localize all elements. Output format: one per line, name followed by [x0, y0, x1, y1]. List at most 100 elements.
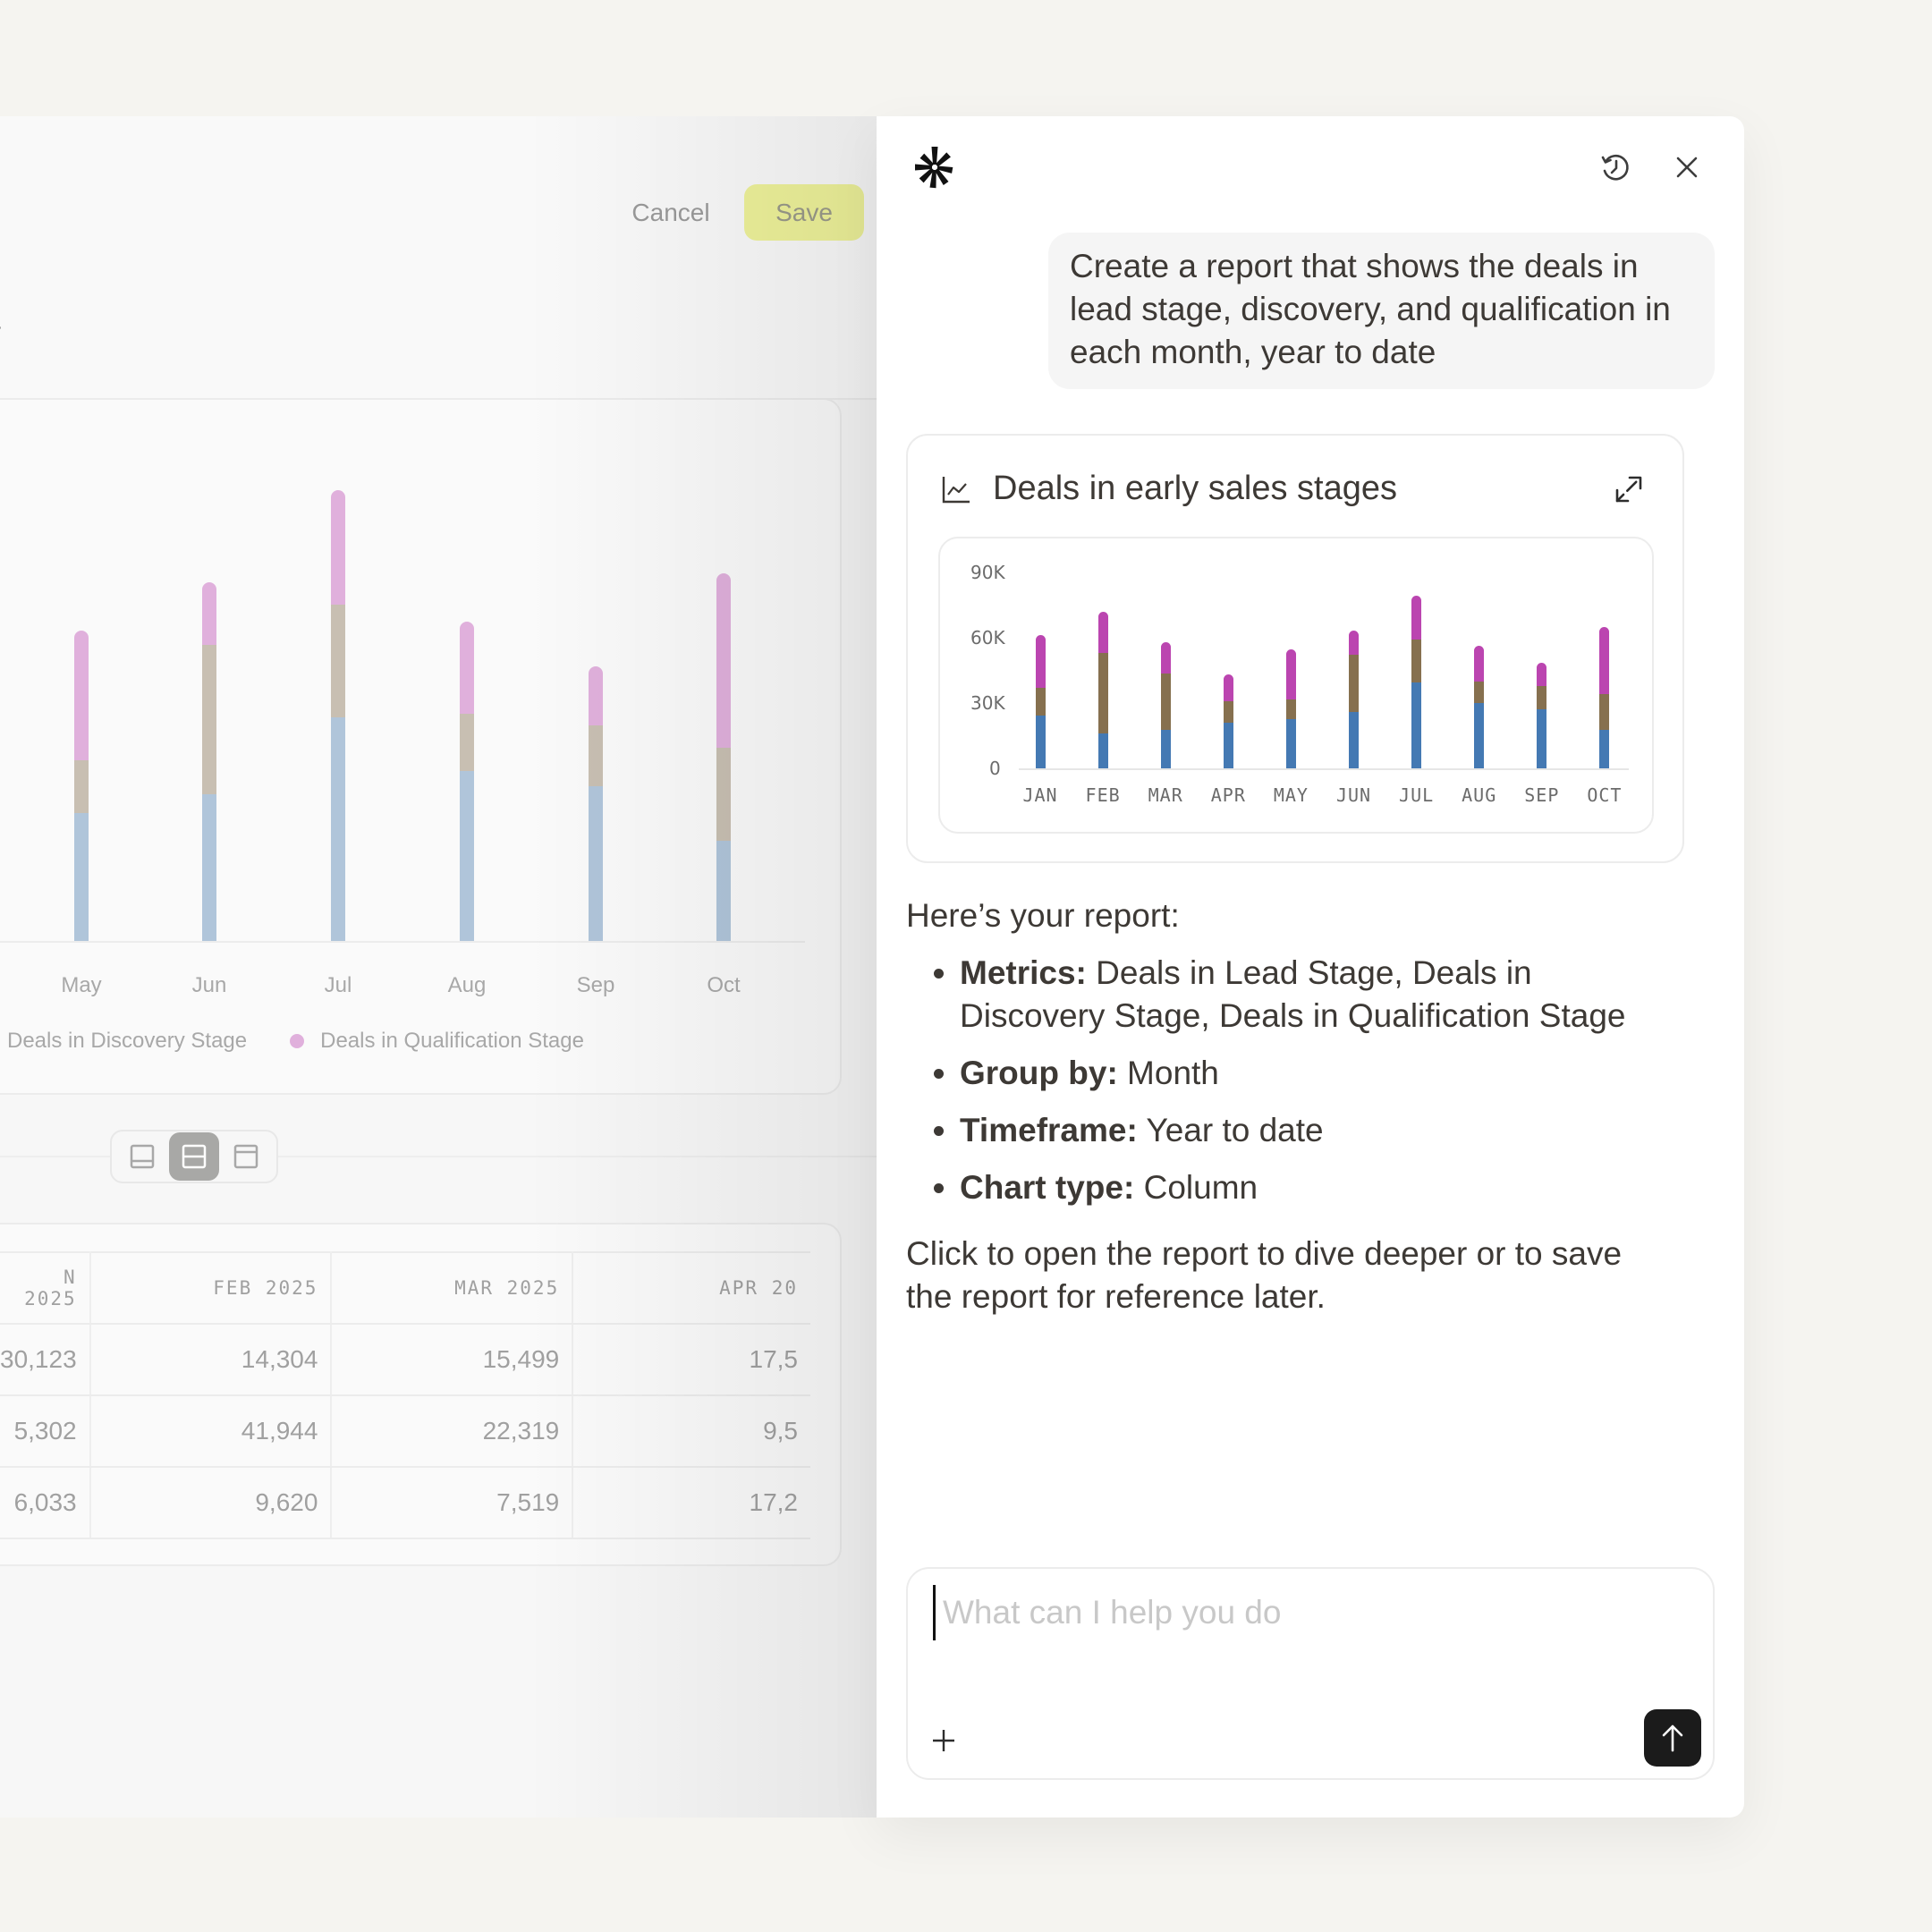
- x-axis-tick: SEP: [1524, 784, 1560, 806]
- bar-segment: [74, 813, 89, 941]
- y-axis-tick: 60K: [970, 627, 1005, 648]
- column-header[interactable]: MAR 2025: [331, 1251, 574, 1325]
- bar-segment: [331, 605, 345, 717]
- bar-segment: [1599, 694, 1610, 731]
- response-closing: Click to open the report to dive deeper …: [906, 1235, 1623, 1315]
- x-axis-tick: Oct: [707, 973, 741, 997]
- column-header[interactable]: N 2025: [0, 1251, 91, 1325]
- item-label: Group by:: [960, 1055, 1118, 1091]
- stacked-bar[interactable]: [1035, 635, 1046, 768]
- bar-segment: [460, 771, 474, 941]
- y-axis-tick: 30K: [970, 692, 1005, 714]
- stacked-bar[interactable]: [1160, 642, 1171, 768]
- background-stacked-bar: [460, 622, 474, 941]
- editor-header: Cancel Save r: [0, 116, 877, 400]
- x-axis-tick: JAN: [1022, 784, 1058, 806]
- x-axis-tick: Sep: [576, 973, 615, 997]
- layout-split-icon: [182, 1144, 207, 1169]
- stacked-bar[interactable]: [1285, 649, 1296, 768]
- column-header[interactable]: APR 20: [572, 1251, 810, 1325]
- table-cell: 30,123: [0, 1324, 91, 1396]
- table-cell: 7,519: [331, 1467, 574, 1539]
- bar-segment: [716, 747, 731, 842]
- history-button[interactable]: [1594, 146, 1637, 189]
- layout-split-button[interactable]: [169, 1132, 219, 1181]
- bar-segment: [589, 786, 603, 941]
- item-value: Month: [1117, 1055, 1219, 1091]
- legend-dot-qualification: [290, 1034, 305, 1048]
- chart-baseline: [0, 941, 805, 943]
- item-label: Timeframe:: [960, 1112, 1138, 1148]
- bar-segment: [1474, 646, 1485, 682]
- stacked-bar[interactable]: [1411, 595, 1422, 768]
- add-attachment-button[interactable]: [924, 1721, 963, 1760]
- background-stacked-bar: [74, 631, 89, 941]
- line-chart-icon: [942, 477, 970, 504]
- x-axis-tick: Aug: [447, 973, 487, 997]
- item-label: Chart type:: [960, 1169, 1135, 1206]
- layout-bottom-button[interactable]: [117, 1132, 167, 1181]
- stacked-bar[interactable]: [1537, 663, 1547, 768]
- report-preview-card[interactable]: Deals in early sales stages 90K 60K 30K 0 JA…: [906, 434, 1684, 863]
- stacked-bar[interactable]: [1599, 627, 1610, 768]
- response-intro: Here’s your report:: [906, 897, 1180, 934]
- chart-legend: Deals in Discovery Stage Deals in Qualif…: [7, 1029, 584, 1054]
- response-item-timeframe: Timeframe: Year to date: [960, 1109, 1648, 1152]
- bar-segment: [1285, 699, 1296, 720]
- section-divider: [0, 1156, 877, 1157]
- stacked-bar[interactable]: [1097, 612, 1108, 768]
- close-button[interactable]: [1665, 146, 1708, 189]
- x-axis-tick: JUN: [1335, 784, 1372, 806]
- bar-segment: [1035, 635, 1046, 688]
- layout-top-button[interactable]: [221, 1132, 271, 1181]
- bar-segment: [1411, 639, 1422, 683]
- y-axis-tick: 0: [989, 758, 1001, 779]
- table-cell: 9,620: [89, 1467, 333, 1539]
- bar-segment: [1537, 663, 1547, 686]
- assistant-panel: Create a report that shows the deals in …: [877, 116, 1744, 1818]
- table-row: 6,033 9,620 7,519 17,2: [0, 1467, 810, 1539]
- x-axis-tick: FEB: [1085, 784, 1121, 806]
- stacked-bar[interactable]: [1223, 674, 1233, 768]
- bar-segment: [1411, 595, 1422, 640]
- send-button[interactable]: [1644, 1709, 1701, 1767]
- filter-label: r: [0, 318, 1, 346]
- bar-segment: [74, 631, 89, 761]
- background-stacked-bar: [331, 490, 345, 941]
- bar-segment: [1537, 685, 1547, 709]
- layout-toggle-group: [110, 1130, 278, 1183]
- bar-segment: [1537, 708, 1547, 768]
- bar-segment: [202, 644, 216, 794]
- item-value: Column: [1134, 1169, 1258, 1206]
- bar-segment: [716, 841, 731, 941]
- save-button[interactable]: Save: [744, 184, 864, 241]
- table-cell: 17,2: [572, 1467, 810, 1539]
- stacked-bar[interactable]: [1474, 646, 1485, 768]
- bar-segment: [1285, 719, 1296, 768]
- table-cell: 15,499: [331, 1324, 574, 1396]
- background-stacked-bar: [716, 572, 731, 941]
- bar-segment: [1349, 631, 1359, 655]
- x-axis-tick: Jun: [191, 973, 227, 997]
- bar-segment: [1035, 716, 1046, 768]
- expand-button[interactable]: [1607, 468, 1650, 511]
- column-header[interactable]: FEB 2025: [89, 1251, 333, 1325]
- table-header-row: N 2025 FEB 2025 MAR 2025 APR 20: [0, 1251, 810, 1325]
- bar-segment: [202, 793, 216, 941]
- bar-segment: [202, 581, 216, 645]
- chat-input[interactable]: [933, 1585, 1696, 1640]
- cancel-button[interactable]: Cancel: [626, 184, 716, 241]
- plus-icon: [933, 1730, 954, 1751]
- response-item-group-by: Group by: Month: [960, 1052, 1648, 1095]
- bar-segment: [331, 490, 345, 606]
- bar-segment: [1223, 701, 1233, 723]
- bar-segment: [1160, 642, 1171, 674]
- bar-segment: [1599, 627, 1610, 695]
- x-axis-tick: AUG: [1462, 784, 1497, 806]
- y-axis-tick: 90K: [970, 562, 1005, 583]
- x-axis-tick: MAR: [1148, 784, 1183, 806]
- bar-segment: [1474, 681, 1485, 704]
- bar-segment: [1035, 687, 1046, 716]
- expand-icon: [1615, 476, 1642, 503]
- stacked-bar[interactable]: [1349, 631, 1359, 768]
